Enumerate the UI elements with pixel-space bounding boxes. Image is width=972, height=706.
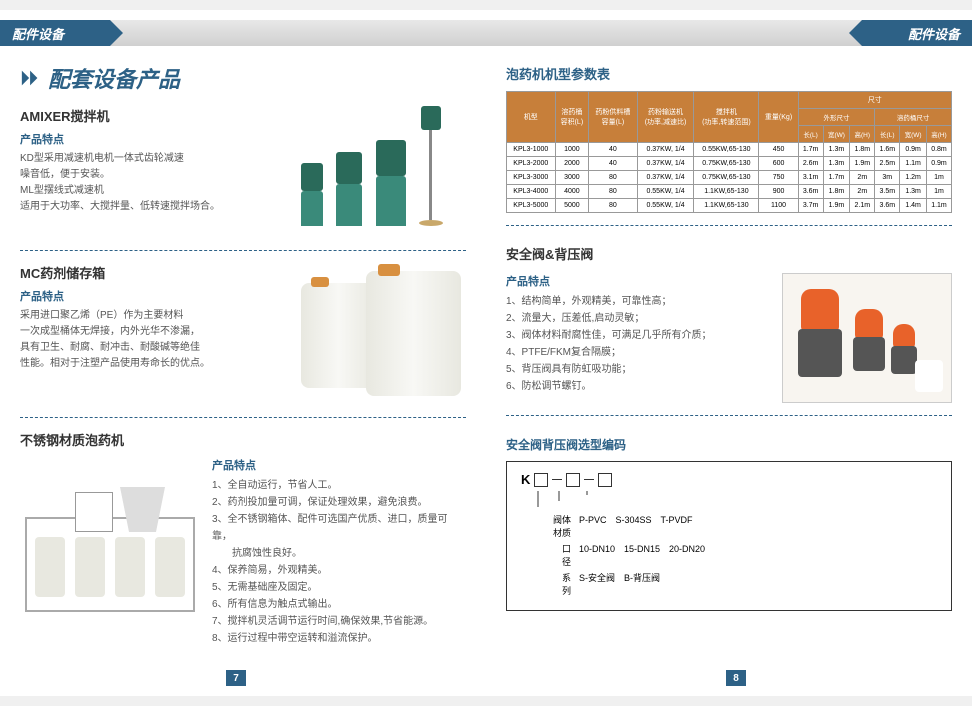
code-box-1 xyxy=(534,473,548,487)
table-row: KPL3-20002000400.37KW, 1/40.75KW,65-1306… xyxy=(507,157,952,171)
dosing-sub: 产品特点 xyxy=(212,457,466,473)
code-material-label: 阀体 材质 xyxy=(521,513,579,539)
code-material-opts: P-PVC S-304SS T-PVDF xyxy=(579,513,693,539)
list-item: 5、无需基础座及固定。 xyxy=(212,579,466,596)
mixer-image xyxy=(296,106,466,236)
header-left: 配件设备 xyxy=(0,20,110,46)
list-item: 6、防松调节螺钉。 xyxy=(506,378,768,395)
param-table: 机型溶药桶 容积(L)药粉供料槽 容量(L)药粉输送机 (功率,减速比)搅拌机 … xyxy=(506,91,952,213)
list-item: 3、全不锈钢箱体、配件可选国产优质、进口，质量可靠， 抗腐蚀性良好。 xyxy=(212,511,466,562)
mixer-sub: 产品特点 xyxy=(20,131,284,147)
list-item: 6、所有信息为触点式输出。 xyxy=(212,596,466,613)
coding-diagram: K 阀体 材质P-PVC S-304SS T-PVDF 口 径10-DN10 1… xyxy=(506,461,952,611)
code-box-2 xyxy=(566,473,580,487)
separator xyxy=(506,415,952,416)
left-page: 配件设备 配套设备产品 AMIXER搅拌机 产品特点 KD型采用减速机电机一体式… xyxy=(0,10,486,696)
tank-image xyxy=(296,263,466,403)
list-item: 4、保养简易，外观精美。 xyxy=(212,562,466,579)
main-title: 配套设备产品 xyxy=(20,62,466,94)
dosing-image xyxy=(20,457,200,647)
list-item: 7、搅拌机灵活调节运行时间,确保效果,节省能源。 xyxy=(212,613,466,630)
code-series-label: 系 列 xyxy=(521,571,579,597)
dosing-section: 不锈钢材质泡药机 产品特点 1、全自动运行，节省人工。2、药剂投加 xyxy=(20,430,466,647)
chevron-icon xyxy=(20,67,42,89)
list-item: 5、背压阀具有防虹吸功能； xyxy=(506,361,768,378)
code-k: K xyxy=(521,472,530,487)
separator xyxy=(506,225,952,226)
tank-desc: 采用进口聚乙烯（PE）作为主要材料 一次成型桶体无焊接，内外光华不渗漏， 具有卫… xyxy=(20,308,284,372)
code-box-3 xyxy=(598,473,612,487)
tank-sub: 产品特点 xyxy=(20,288,284,304)
table-row: KPL3-40004000800.55KW, 1/41.1KW,65-13090… xyxy=(507,185,952,199)
list-item: 4、PTFE/FKM复合隔膜； xyxy=(506,344,768,361)
param-table-title: 泡药机机型参数表 xyxy=(506,64,952,83)
list-item: 8、运行过程中带空运转和溢流保护。 xyxy=(212,630,466,647)
mixer-title: AMIXER搅拌机 xyxy=(20,106,284,125)
valve-sub: 产品特点 xyxy=(506,273,768,289)
dosing-title: 不锈钢材质泡药机 xyxy=(20,430,466,449)
tank-section: MC药剂储存箱 产品特点 采用进口聚乙烯（PE）作为主要材料 一次成型桶体无焊接… xyxy=(20,263,466,403)
mixer-desc: KD型采用减速机电机一体式齿轮减速 噪音低，便于安装。 ML型摆线式减速机 适用… xyxy=(20,151,284,215)
list-item: 2、流量大，压差低,启动灵敏； xyxy=(506,310,768,327)
right-page: 配件设备 泡药机机型参数表 机型溶药桶 容积(L)药粉供料槽 容量(L)药粉输送… xyxy=(486,10,972,696)
list-item: 3、阀体材料耐腐性佳，可满足几乎所有介质； xyxy=(506,327,768,344)
mixer-section: AMIXER搅拌机 产品特点 KD型采用减速机电机一体式齿轮减速 噪音低，便于安… xyxy=(20,106,466,236)
table-row: KPL3-30003000800.37KW, 1/40.75KW,65-1307… xyxy=(507,171,952,185)
main-title-text: 配套设备产品 xyxy=(48,62,180,94)
tank-title: MC药剂储存箱 xyxy=(20,263,284,282)
valve-image xyxy=(782,273,952,403)
page-number-right: 8 xyxy=(726,670,746,686)
separator xyxy=(20,417,466,418)
list-item: 1、全自动运行，节省人工。 xyxy=(212,477,466,494)
page-number-left: 7 xyxy=(226,670,246,686)
table-row: KPL3-10001000400.37KW, 1/40.55KW,65-1304… xyxy=(507,143,952,157)
header-right: 配件设备 xyxy=(862,20,972,46)
header-stripe xyxy=(110,20,486,46)
list-item: 2、药剂投加量可调，保证处理效果，避免浪费。 xyxy=(212,494,466,511)
header-stripe xyxy=(486,20,862,46)
coding-title: 安全阀背压阀选型编码 xyxy=(506,436,952,453)
dosing-features: 1、全自动运行，节省人工。2、药剂投加量可调，保证处理效果，避免浪费。3、全不锈… xyxy=(212,477,466,647)
table-row: KPL3-50005000800.55KW, 1/41.1KW,65-13011… xyxy=(507,199,952,213)
list-item: 1、结构简单，外观精美，可靠性高； xyxy=(506,293,768,310)
code-series-opts: S-安全阀 B-背压阀 xyxy=(579,571,660,597)
bracket-lines xyxy=(521,491,937,507)
code-dia-label: 口 径 xyxy=(521,542,579,568)
valve-features: 1、结构简单，外观精美，可靠性高；2、流量大，压差低,启动灵敏；3、阀体材料耐腐… xyxy=(506,293,768,395)
valve-title: 安全阀&背压阀 xyxy=(506,244,952,263)
code-dia-opts: 10-DN10 15-DN15 20-DN20 xyxy=(579,542,705,568)
separator xyxy=(20,250,466,251)
